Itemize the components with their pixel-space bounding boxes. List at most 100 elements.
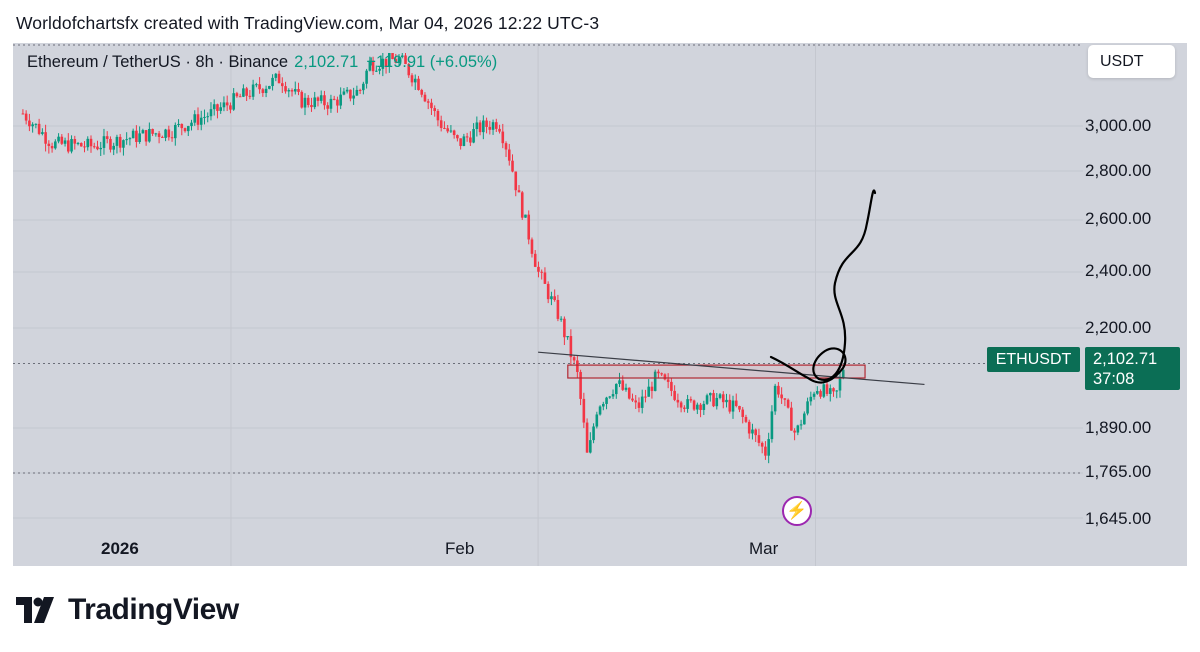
- candle-body: [167, 129, 171, 138]
- candle-body: [31, 124, 34, 127]
- legend-change: +119.91 (+6.05%): [366, 53, 498, 71]
- chart-panel[interactable]: [13, 43, 1187, 566]
- candle-body: [553, 296, 556, 300]
- candle-body: [504, 143, 508, 150]
- candle-body: [449, 130, 453, 132]
- candle-body: [790, 407, 793, 431]
- candle-body: [212, 104, 216, 110]
- price-axis-label: 1,765.00: [1085, 462, 1152, 481]
- candle-body: [835, 390, 839, 392]
- candle-body: [482, 120, 485, 133]
- candle-body: [760, 442, 764, 447]
- candle-body: [819, 391, 822, 397]
- candle-body: [323, 95, 326, 106]
- candle-body: [180, 123, 184, 129]
- candle-body: [456, 135, 459, 139]
- candle-body: [498, 128, 501, 132]
- candle-body: [530, 239, 534, 254]
- candle-body: [306, 97, 310, 106]
- price-axis-label: 2,600.00: [1085, 209, 1152, 228]
- candle-body: [138, 133, 141, 142]
- candle-body: [384, 58, 388, 67]
- candle-body: [572, 357, 576, 361]
- candle-body: [413, 78, 417, 83]
- candle-body: [303, 97, 307, 108]
- candle-body: [368, 60, 372, 71]
- candle-body: [47, 143, 51, 147]
- candle-body: [488, 126, 492, 130]
- candle-body: [718, 394, 722, 398]
- candle-body: [566, 336, 569, 338]
- candle-body: [605, 397, 608, 404]
- candle-body: [520, 192, 524, 218]
- candle-body: [550, 296, 553, 300]
- candle-body: [491, 122, 495, 130]
- candle-body: [245, 88, 248, 96]
- candle-body: [164, 129, 167, 138]
- candle-body: [731, 400, 735, 412]
- candle-body: [135, 130, 138, 142]
- candle-body: [540, 271, 543, 273]
- candle-body: [462, 136, 466, 146]
- candle-body: [611, 394, 615, 397]
- candle-body: [796, 425, 800, 433]
- candle-body: [475, 122, 479, 130]
- lightning-bolt-icon[interactable]: ⚡: [782, 496, 812, 526]
- candle-body: [582, 398, 586, 423]
- candle-body: [86, 138, 90, 148]
- candle-body: [650, 386, 654, 391]
- candle-body: [242, 88, 245, 97]
- candle-body: [602, 403, 605, 407]
- candle-body: [174, 125, 177, 139]
- candle-body: [199, 117, 203, 125]
- candle-body: [624, 387, 628, 390]
- candle-body: [614, 383, 618, 395]
- last-price-tag: 2,102.71 37:08: [1085, 347, 1180, 390]
- candle-body: [657, 371, 660, 374]
- candle-body: [284, 86, 287, 92]
- candle-body: [358, 89, 362, 91]
- symbol-description: Ethereum / TetherUS · 8h · Binance: [27, 53, 289, 71]
- candle-body: [281, 83, 284, 87]
- candle-body: [832, 388, 835, 392]
- candle-body: [786, 399, 790, 408]
- tradingview-logo: TradingView: [16, 593, 239, 627]
- price-chart[interactable]: [13, 43, 1187, 566]
- price-axis-label: 2,200.00: [1085, 318, 1152, 337]
- candle-body: [446, 128, 449, 132]
- candle-body: [157, 133, 161, 137]
- candle-body: [319, 95, 323, 101]
- candle-body: [576, 360, 579, 372]
- currency-selector-button[interactable]: USDT: [1088, 45, 1175, 78]
- candle-body: [598, 406, 602, 415]
- candle-body: [673, 390, 676, 400]
- candle-body: [287, 90, 291, 92]
- candle-body: [773, 385, 777, 412]
- candle-body: [326, 105, 329, 109]
- candle-body: [251, 84, 255, 97]
- candle-body: [452, 130, 456, 136]
- candle-body: [190, 122, 193, 127]
- candle-body: [128, 138, 132, 140]
- candle-body: [780, 394, 783, 399]
- candle-body: [60, 136, 64, 144]
- candle-body: [485, 120, 488, 127]
- candle-body: [754, 429, 757, 436]
- tradingview-wordmark: TradingView: [68, 593, 239, 626]
- candle-body: [261, 89, 265, 94]
- candle-body: [825, 384, 829, 394]
- candle-body: [764, 446, 767, 456]
- candle-body: [433, 108, 436, 112]
- candle-body: [381, 58, 385, 69]
- candle-body: [631, 398, 634, 401]
- candle-body: [41, 132, 44, 134]
- candle-body: [741, 409, 745, 417]
- candle-body: [767, 439, 770, 456]
- candle-body: [28, 120, 31, 127]
- price-axis-label: 1,645.00: [1085, 509, 1152, 528]
- candle-body: [329, 98, 333, 109]
- candle-body: [67, 140, 70, 152]
- candle-body: [828, 388, 832, 394]
- candle-body: [105, 136, 109, 139]
- candle-body: [229, 105, 232, 110]
